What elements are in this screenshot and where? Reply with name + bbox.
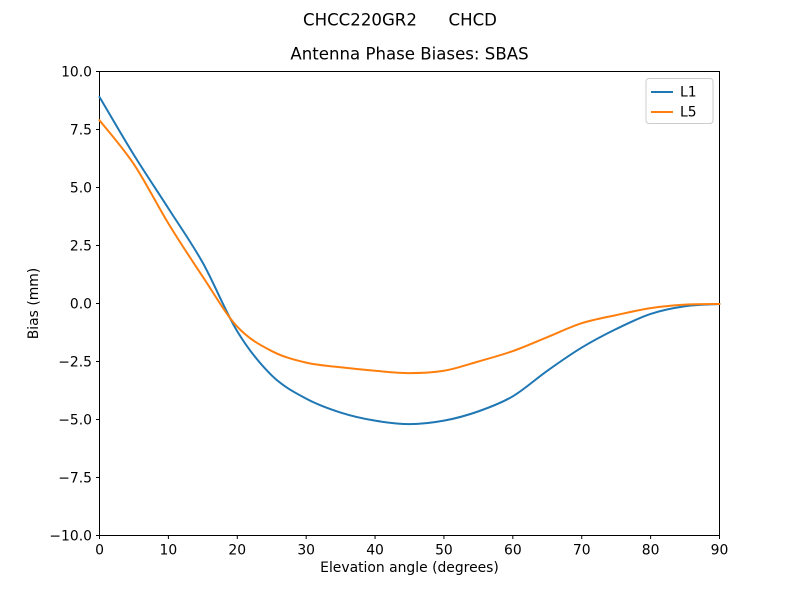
figure-suptitle: CHCC220GR2 CHCD	[303, 11, 497, 30]
y-tick-label: 5.0	[70, 180, 92, 196]
y-tick-label: 2.5	[70, 238, 92, 254]
series-lines	[98, 96, 721, 426]
legend-label-l1: L1	[680, 85, 697, 101]
x-tick-label: 0	[95, 543, 104, 559]
series-line-l5	[98, 119, 721, 375]
x-axis-ticks: 0 10 20 30 40 50 60 70 80 90	[95, 535, 729, 559]
chart-title: Antenna Phase Biases: SBAS	[290, 45, 528, 64]
x-tick-label: 20	[228, 543, 246, 559]
legend: L1 L5	[645, 78, 714, 124]
legend-label-l5: L5	[680, 105, 697, 121]
x-tick-label: 80	[642, 543, 660, 559]
y-axis-label: Bias (mm)	[26, 268, 42, 339]
x-tick-label: 40	[366, 543, 384, 559]
x-tick-label: 30	[297, 543, 315, 559]
x-tick-label: 90	[711, 543, 729, 559]
y-tick-label: 0.0	[70, 296, 92, 312]
y-axis-ticks: −10.0 −7.5 −5.0 −2.5 0.0 2.5 5.0 7.5 10.0	[49, 64, 100, 544]
x-tick-label: 70	[573, 543, 591, 559]
y-tick-label: 7.5	[70, 122, 92, 138]
x-tick-label: 60	[504, 543, 522, 559]
plot-area	[99, 71, 720, 536]
x-tick-label: 50	[435, 543, 453, 559]
y-tick-label: −7.5	[58, 470, 92, 486]
y-tick-label: −10.0	[49, 528, 92, 544]
y-tick-label: −5.0	[58, 412, 92, 428]
y-tick-label: 10.0	[61, 64, 92, 80]
series-line-l1	[98, 96, 721, 426]
x-axis-label: Elevation angle (degrees)	[320, 560, 499, 576]
y-tick-label: −2.5	[58, 354, 92, 370]
x-tick-label: 10	[160, 543, 178, 559]
